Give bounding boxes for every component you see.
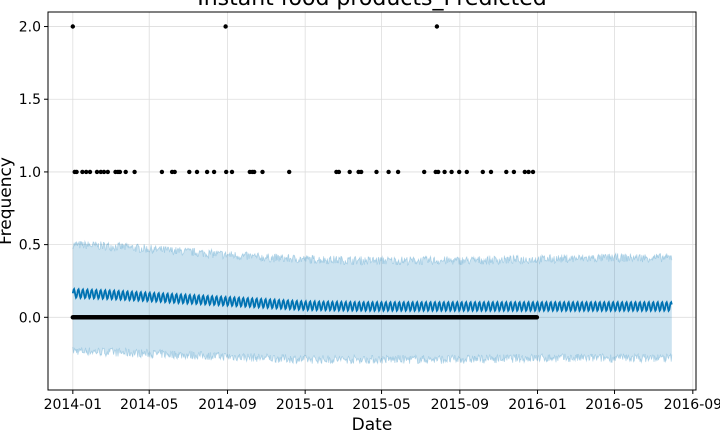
observed-point xyxy=(488,169,494,175)
observed-point xyxy=(422,169,427,175)
observed-point xyxy=(347,169,352,175)
observed-point xyxy=(224,169,229,175)
x-axis-label: Date xyxy=(352,415,393,432)
observed-point xyxy=(84,169,89,175)
observed-point xyxy=(105,169,111,175)
plot-frame xyxy=(47,11,697,391)
observed-point xyxy=(374,169,379,175)
observed-point xyxy=(74,169,79,175)
observed-point xyxy=(172,169,177,175)
observed-point xyxy=(229,169,235,175)
x-tick-label: 2015-09 xyxy=(431,397,490,413)
chart-title: Instant food products_Predicted xyxy=(197,0,547,11)
observed-point xyxy=(434,24,440,29)
x-tick-label: 2014-05 xyxy=(120,397,179,413)
y-tick-label: 2.0 xyxy=(19,20,41,36)
x-tick-label: 2016-09 xyxy=(664,397,720,413)
x-tick-label: 2016-05 xyxy=(585,397,644,413)
observed-point xyxy=(336,169,342,175)
observed-point xyxy=(457,169,462,175)
observed-point xyxy=(359,169,364,175)
observed-point xyxy=(159,169,165,175)
observed-point xyxy=(117,169,123,175)
observed-point xyxy=(395,169,401,175)
observed-point xyxy=(287,169,292,175)
x-tick-label: 2014-09 xyxy=(198,397,257,413)
observed-point xyxy=(187,169,192,175)
uncertainty-upper-edge xyxy=(72,239,673,266)
observed-point xyxy=(123,169,128,175)
observed-point xyxy=(464,169,469,175)
observed-point xyxy=(386,169,391,175)
y-axis-label: Frequency xyxy=(0,157,16,245)
x-tick-label: 2015-01 xyxy=(276,397,335,413)
grid-lines xyxy=(48,12,696,390)
observed-point xyxy=(449,169,454,175)
observed-point xyxy=(101,169,107,175)
observed-point xyxy=(211,169,217,175)
observed-point xyxy=(442,169,447,175)
x-axis-ticks: 2014-01 2014-05 2014-09 2015-01 2015-05 2015-… xyxy=(44,390,720,413)
observed-point xyxy=(526,169,531,175)
observed-point xyxy=(511,169,517,175)
observed-point xyxy=(530,169,536,175)
forecast-yhat xyxy=(71,287,673,313)
observed-point xyxy=(204,169,210,175)
observed-point xyxy=(260,169,265,175)
x-tick-label: 2014-01 xyxy=(44,397,103,413)
uncertainty-lower-edge xyxy=(72,347,673,365)
x-tick-label: 2015-05 xyxy=(352,397,411,413)
observed-point xyxy=(94,169,100,175)
observed-point xyxy=(132,169,137,175)
forecast-line xyxy=(71,287,673,313)
y-tick-label: 1.0 xyxy=(19,165,41,181)
observed-point xyxy=(87,169,93,175)
observed-point xyxy=(504,169,509,175)
observed-point xyxy=(534,315,540,320)
observed-point xyxy=(480,169,485,175)
observed-point xyxy=(194,169,200,175)
observed-point xyxy=(436,169,441,175)
observed-point xyxy=(80,169,85,175)
observed-point xyxy=(98,169,104,175)
observed-point xyxy=(223,24,228,29)
y-tick-label: 1.5 xyxy=(19,92,41,108)
y-axis-ticks: 0.0 0.5 1.0 1.5 2.0 xyxy=(19,20,48,326)
x-tick-label: 2016-01 xyxy=(508,397,567,413)
y-tick-label: 0.0 xyxy=(19,310,41,326)
y-tick-label: 0.5 xyxy=(19,238,41,254)
observed-point xyxy=(522,169,527,175)
observed-point xyxy=(70,24,76,29)
observed-points xyxy=(70,24,540,320)
observed-point xyxy=(252,169,257,175)
